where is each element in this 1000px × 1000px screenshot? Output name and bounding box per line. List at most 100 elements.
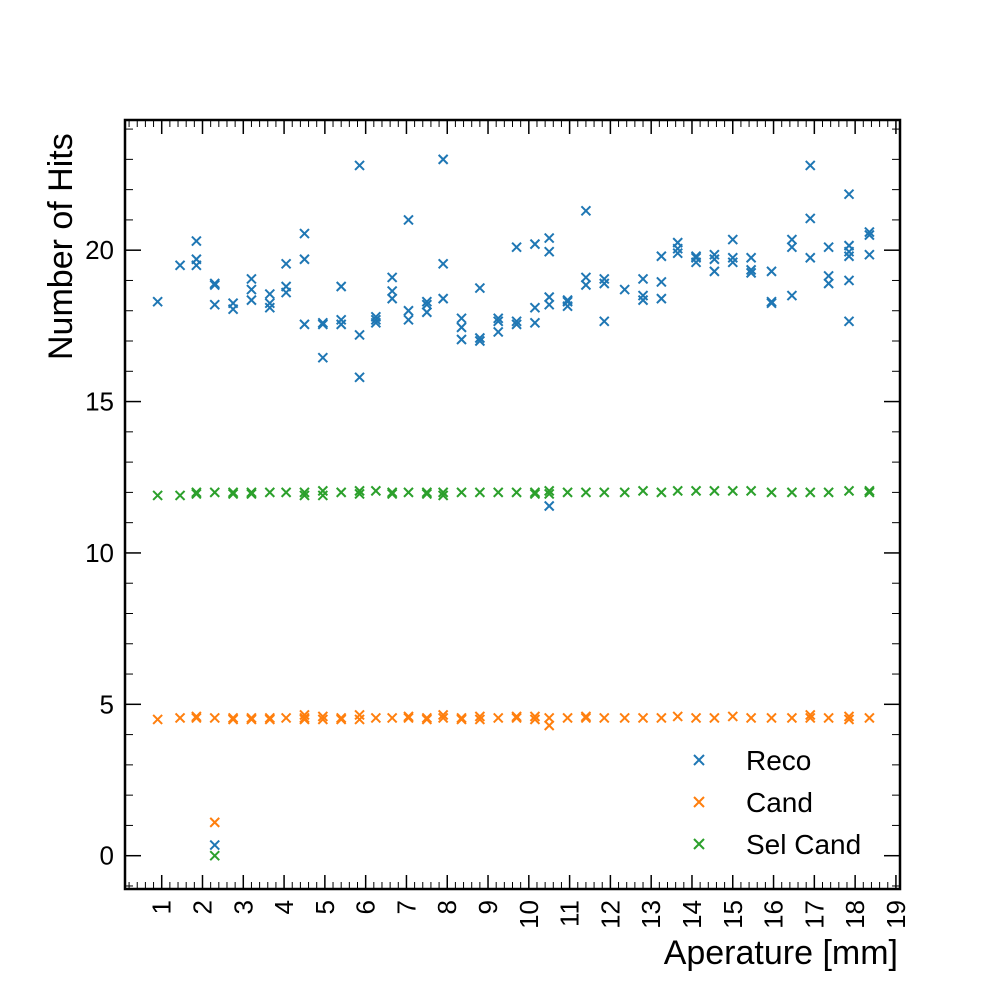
data-point-cand bbox=[786, 712, 798, 724]
data-point-reco bbox=[209, 299, 220, 310]
y-tick-label: 0 bbox=[100, 841, 114, 871]
data-point-sel-cand bbox=[354, 488, 365, 500]
data-point-cand bbox=[437, 712, 449, 724]
data-point-reco bbox=[264, 297, 276, 309]
data-point-reco bbox=[474, 332, 486, 344]
data-point-cand bbox=[843, 714, 855, 725]
data-point-reco bbox=[544, 232, 555, 244]
data-point-cand bbox=[209, 817, 220, 828]
x-tick-label: 11 bbox=[555, 900, 585, 927]
data-point-cand bbox=[544, 720, 555, 731]
data-point-reco bbox=[580, 205, 592, 217]
data-point-cand bbox=[456, 712, 467, 724]
data-point-cand bbox=[709, 712, 720, 724]
data-point-reco bbox=[745, 264, 757, 276]
data-point-sel-cand bbox=[227, 487, 239, 498]
data-point-reco bbox=[843, 246, 855, 257]
data-point-cand bbox=[264, 714, 276, 725]
data-point-cand bbox=[619, 712, 630, 724]
data-point-sel-cand bbox=[191, 488, 202, 500]
legend-label-cand: Cand bbox=[746, 787, 813, 818]
data-point-reco bbox=[386, 285, 398, 297]
data-point-reco bbox=[823, 278, 834, 289]
data-point-sel-cand bbox=[317, 485, 329, 497]
data-point-sel-cand bbox=[317, 490, 329, 501]
data-point-reco bbox=[299, 228, 310, 239]
data-point-reco bbox=[745, 267, 757, 279]
data-point-reco bbox=[209, 278, 220, 289]
data-point-reco bbox=[580, 272, 592, 283]
data-point-cand bbox=[152, 714, 163, 725]
data-point-reco bbox=[246, 294, 257, 306]
data-point-sel-cand bbox=[437, 487, 449, 498]
data-point-cand bbox=[864, 712, 875, 724]
data-point-reco bbox=[437, 293, 449, 304]
data-point-reco bbox=[805, 213, 816, 224]
data-point-reco bbox=[672, 243, 683, 254]
x-axis-title: Aperature [mm] bbox=[664, 934, 898, 972]
data-point-sel-cand bbox=[864, 487, 875, 498]
data-point-sel-cand bbox=[370, 485, 382, 497]
data-point-cand bbox=[562, 712, 573, 724]
data-point-cand bbox=[745, 712, 757, 724]
data-point-sel-cand bbox=[209, 487, 220, 498]
data-point-reco bbox=[745, 252, 757, 263]
x-tick-label: 2 bbox=[188, 900, 218, 914]
data-point-cand bbox=[805, 709, 816, 721]
data-point-cand bbox=[493, 712, 504, 724]
data-point-reco bbox=[727, 252, 738, 263]
data-point-cand bbox=[599, 712, 610, 724]
data-point-reco bbox=[317, 319, 329, 330]
data-point-cand bbox=[280, 712, 292, 724]
data-point-reco bbox=[786, 234, 798, 245]
x-tick-label: 3 bbox=[228, 900, 258, 914]
x-tick-label: 8 bbox=[432, 900, 462, 914]
data-point-cand bbox=[823, 712, 834, 724]
data-point-reco bbox=[511, 316, 522, 327]
data-point-sel-cand bbox=[690, 485, 702, 497]
data-point-cand bbox=[843, 711, 855, 722]
data-point-reco bbox=[864, 226, 875, 238]
data-point-reco bbox=[805, 160, 816, 171]
data-point-cand bbox=[805, 712, 816, 724]
data-point-sel-cand bbox=[864, 485, 875, 497]
x-tick-label: 7 bbox=[391, 900, 421, 914]
data-point-sel-cand bbox=[544, 485, 555, 497]
data-point-reco bbox=[766, 297, 777, 309]
x-tick-label: 5 bbox=[310, 900, 340, 914]
data-point-reco bbox=[474, 335, 486, 347]
data-point-sel-cand bbox=[562, 487, 573, 498]
data-point-reco bbox=[544, 500, 555, 512]
data-point-cand bbox=[335, 712, 347, 724]
data-point-reco bbox=[672, 248, 683, 259]
data-point-reco bbox=[544, 246, 555, 257]
data-point-sel-cand bbox=[493, 487, 504, 498]
data-point-reco bbox=[786, 241, 798, 253]
data-point-sel-cand bbox=[421, 488, 433, 500]
legend: Reco Cand Sel Cand bbox=[693, 745, 861, 860]
data-point-reco bbox=[637, 290, 649, 301]
data-point-sel-cand bbox=[529, 487, 541, 498]
data-point-cand bbox=[317, 711, 329, 722]
data-point-sel-cand bbox=[152, 490, 163, 501]
data-point-reco bbox=[246, 273, 257, 285]
data-point-reco bbox=[766, 296, 777, 307]
data-point-sel-cand bbox=[637, 485, 649, 497]
data-point-sel-cand bbox=[437, 490, 449, 501]
y-tick-label: 15 bbox=[85, 387, 114, 417]
data-point-reco bbox=[864, 229, 875, 241]
data-point-cand bbox=[766, 712, 777, 724]
data-point-sel-cand bbox=[386, 488, 398, 500]
y-tick-label: 5 bbox=[100, 689, 114, 719]
data-point-reco bbox=[637, 273, 649, 285]
data-point-cand bbox=[403, 711, 414, 722]
data-point-reco bbox=[619, 284, 630, 295]
data-point-reco bbox=[805, 252, 816, 263]
data-point-cand bbox=[299, 712, 310, 724]
data-point-reco bbox=[437, 154, 449, 165]
data-point-reco bbox=[152, 296, 163, 307]
data-point-reco bbox=[386, 293, 398, 304]
data-point-reco bbox=[727, 234, 738, 245]
data-point-reco bbox=[727, 257, 738, 268]
data-point-cand bbox=[209, 712, 220, 724]
